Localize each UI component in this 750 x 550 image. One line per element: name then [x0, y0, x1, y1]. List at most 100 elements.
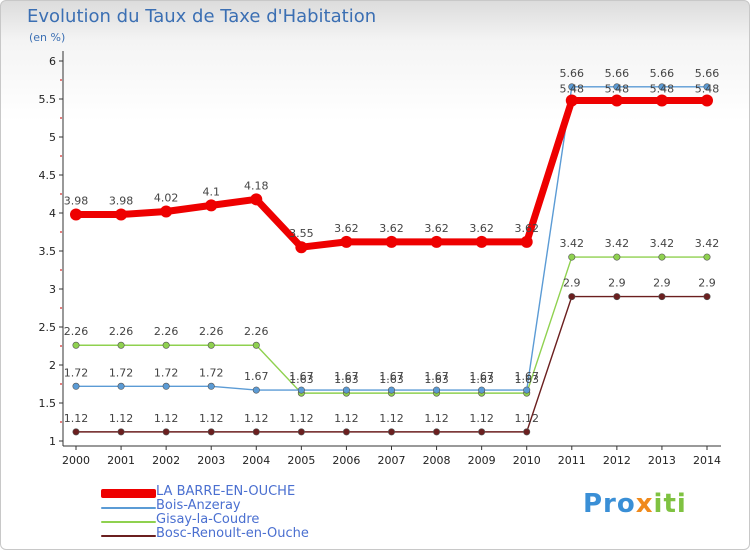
data-point — [117, 341, 125, 349]
data-point — [70, 208, 82, 221]
data-point — [478, 386, 486, 394]
data-label: 5.66 — [650, 67, 675, 80]
data-label: 2.9 — [653, 277, 671, 290]
data-label: 1.12 — [154, 412, 179, 425]
data-point — [478, 428, 486, 436]
legend-swatch — [101, 521, 156, 523]
data-point — [72, 341, 80, 349]
data-point — [387, 428, 395, 436]
data-label: 5.48 — [695, 83, 720, 96]
data-label: 1.72 — [109, 366, 134, 379]
data-point — [568, 83, 576, 91]
chart-title: Evolution du Taux de Taxe d'Habitation — [27, 6, 377, 27]
x-tick-label: 2000 — [62, 454, 90, 467]
data-label: 1.12 — [64, 412, 89, 425]
x-tick-label: 2008 — [423, 454, 451, 467]
data-label: 1.12 — [244, 412, 269, 425]
legend-label: Gisay-la-Coudre — [156, 512, 260, 527]
data-point — [117, 428, 125, 436]
data-label: 2.9 — [698, 277, 716, 290]
x-tick-label: 2013 — [648, 454, 676, 467]
data-label: 3.62 — [379, 222, 404, 235]
logo-x: x — [635, 489, 654, 519]
legend-swatch — [101, 489, 156, 498]
data-point — [613, 83, 621, 91]
legend-swatch — [101, 507, 156, 509]
data-point — [703, 293, 711, 301]
y-tick-label: 3.5 — [39, 245, 57, 258]
data-label: 1.72 — [154, 366, 179, 379]
data-label: 1.67 — [424, 370, 449, 383]
data-point — [162, 341, 170, 349]
data-point — [250, 193, 263, 206]
x-tick-label: 2006 — [332, 454, 360, 467]
data-label: 3.42 — [650, 237, 675, 250]
x-tick-label: 2002 — [152, 454, 180, 467]
data-label: 1.67 — [379, 370, 404, 383]
data-point — [658, 293, 666, 301]
y-tick-label: 3 — [49, 283, 56, 296]
y-tick-label: 2 — [49, 359, 56, 372]
data-point — [433, 428, 441, 436]
data-label: 1.67 — [334, 370, 359, 383]
x-tick-label: 2014 — [693, 454, 721, 467]
x-tick-label: 2004 — [242, 454, 270, 467]
data-label: 1.63 — [379, 373, 404, 386]
data-label: 5.66 — [695, 67, 720, 80]
data-label: 2.9 — [608, 277, 626, 290]
data-label: 1.12 — [424, 412, 449, 425]
data-point — [115, 208, 128, 221]
data-label: 2.26 — [109, 325, 134, 338]
legend-label: Bosc-Renoult-en-Ouche — [156, 526, 309, 541]
y-tick-label: 2.5 — [39, 321, 57, 334]
data-label: 5.48 — [650, 83, 675, 96]
data-label: 1.63 — [514, 373, 539, 386]
logo-prefix: Pro — [583, 489, 636, 519]
data-label: 5.66 — [560, 67, 585, 80]
data-label: 1.67 — [244, 370, 269, 383]
y-tick-label: 6 — [49, 55, 56, 68]
data-label: 2.26 — [154, 325, 179, 338]
data-point — [342, 386, 350, 394]
data-label: 1.12 — [109, 412, 134, 425]
data-point — [72, 382, 80, 390]
data-label: 3.62 — [469, 222, 494, 235]
data-point — [295, 241, 308, 254]
data-point — [207, 341, 215, 349]
data-label: 1.72 — [64, 366, 89, 379]
data-label: 3.98 — [64, 195, 89, 208]
data-label: 1.67 — [289, 370, 314, 383]
data-label: 1.12 — [289, 412, 314, 425]
data-label: 4.1 — [202, 185, 220, 198]
x-tick-label: 2007 — [378, 454, 406, 467]
data-point — [72, 428, 80, 436]
data-label: 2.26 — [244, 325, 269, 338]
data-point — [205, 199, 218, 212]
data-label: 5.48 — [605, 83, 630, 96]
data-point — [297, 428, 305, 436]
data-label: 1.12 — [379, 412, 404, 425]
data-label: 5.48 — [560, 83, 585, 96]
y-tick-label: 4 — [49, 207, 56, 220]
data-label: 1.67 — [469, 370, 494, 383]
x-tick-label: 2012 — [603, 454, 631, 467]
data-label: 3.62 — [514, 222, 539, 235]
data-label: 3.98 — [109, 195, 134, 208]
data-point — [475, 235, 488, 248]
data-point — [117, 382, 125, 390]
data-point — [340, 235, 353, 248]
data-label: 1.63 — [424, 373, 449, 386]
y-tick-label: 4.5 — [39, 169, 57, 182]
data-point — [610, 94, 623, 107]
data-point — [658, 253, 666, 261]
y-unit-label: (en %) — [29, 31, 66, 44]
data-label: 3.62 — [334, 222, 359, 235]
legend-label: LA BARRE-EN-OUCHE — [156, 484, 296, 499]
data-label: 1.12 — [469, 412, 494, 425]
data-label: 1.12 — [334, 412, 359, 425]
data-point — [523, 428, 531, 436]
data-point — [297, 386, 305, 394]
data-label: 4.02 — [154, 191, 179, 204]
data-point — [342, 428, 350, 436]
